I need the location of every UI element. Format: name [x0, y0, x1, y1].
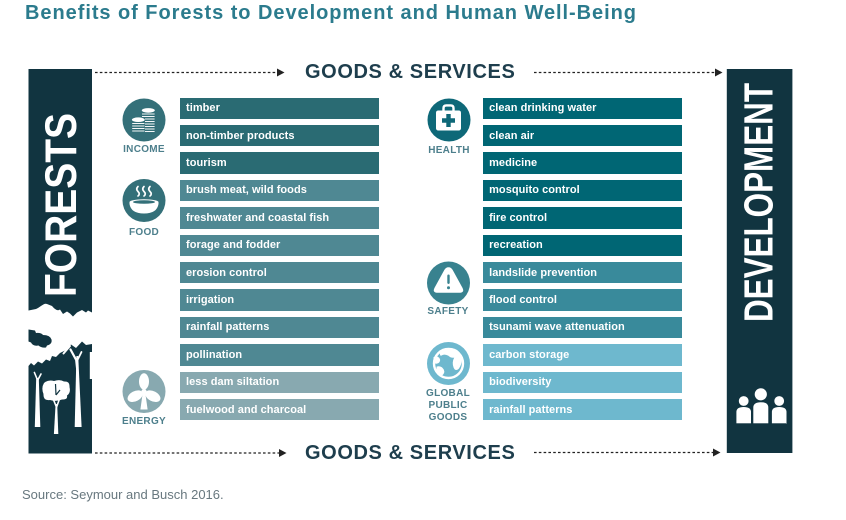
svg-text:DEVELOPMENT: DEVELOPMENT [736, 83, 782, 322]
svg-text:FORESTS: FORESTS [37, 113, 86, 297]
